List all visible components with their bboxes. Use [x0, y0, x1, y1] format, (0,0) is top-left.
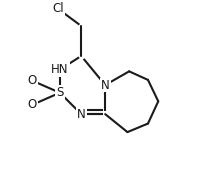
Text: HN: HN — [51, 63, 68, 76]
Text: N: N — [100, 79, 109, 92]
Text: N: N — [76, 108, 85, 121]
Text: S: S — [56, 86, 63, 99]
Text: Cl: Cl — [52, 2, 64, 15]
Text: O: O — [28, 98, 37, 111]
Text: O: O — [28, 74, 37, 87]
